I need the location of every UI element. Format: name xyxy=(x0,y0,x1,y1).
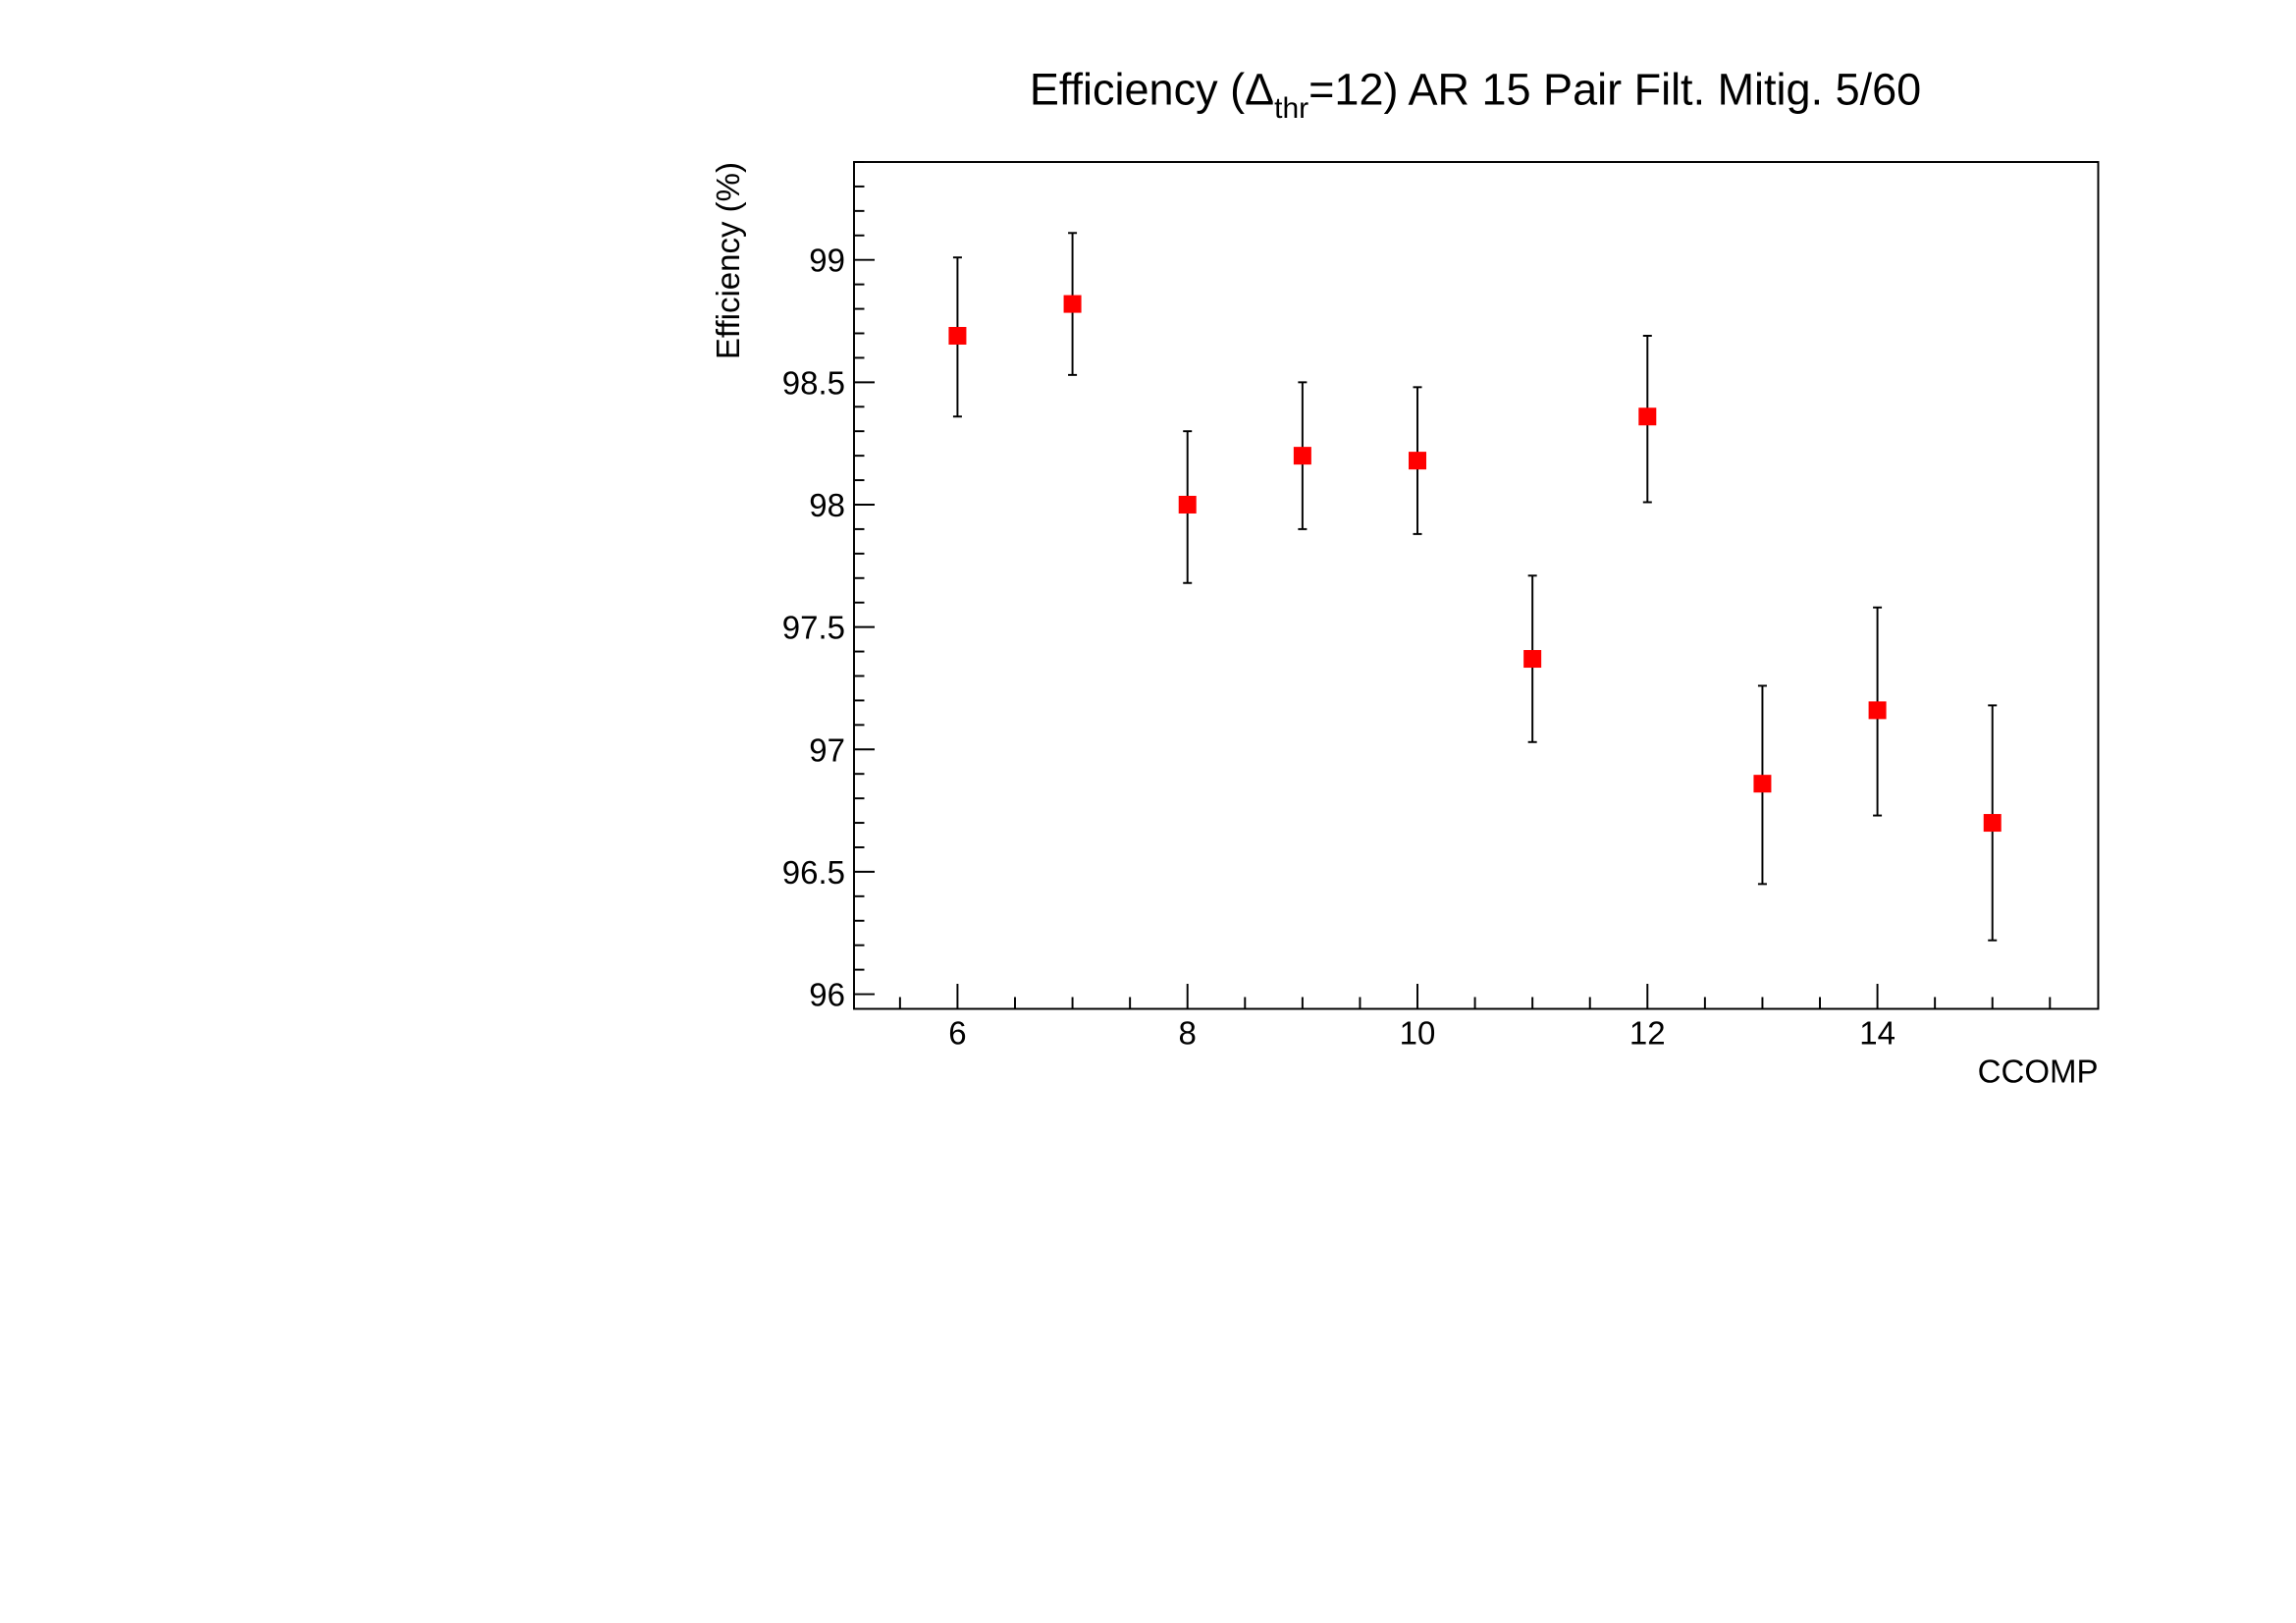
data-point-marker xyxy=(1523,650,1542,669)
data-point-marker xyxy=(948,326,967,345)
y-tick-label: 98 xyxy=(809,487,845,523)
data-point-marker xyxy=(1178,495,1197,514)
chart-title: Efficiency (Δthr=12) AR 15 Pair Filt. Mi… xyxy=(1030,65,1921,126)
data-point-marker xyxy=(1409,452,1427,470)
data-point-marker xyxy=(1868,701,1887,720)
x-tick-label: 12 xyxy=(1629,1015,1666,1052)
axes: 96 96.5 97 97.5 98 98.5 99 6 8 10 12 14 xyxy=(782,161,2052,1052)
y-tick-label: 97.5 xyxy=(782,610,845,646)
x-tick-label: 8 xyxy=(1179,1015,1197,1052)
chart-title-suffix: =12) AR 15 Pair Filt. Mitig. 5/60 xyxy=(1308,65,1921,115)
x-tick-label: 10 xyxy=(1400,1015,1436,1052)
chart-title-subscript: thr xyxy=(1274,92,1308,125)
data-point-marker xyxy=(1293,447,1311,465)
plot-frame xyxy=(853,161,2100,1010)
y-tick-label: 97 xyxy=(809,731,845,768)
data-point-marker xyxy=(1063,295,1082,313)
x-tick-label: 14 xyxy=(1859,1015,1896,1052)
y-tick-label: 99 xyxy=(809,243,845,279)
x-tick-label: 6 xyxy=(948,1015,966,1052)
y-axis-label: Efficiency (%) xyxy=(710,162,746,359)
chart-title-prefix: Efficiency (Δ xyxy=(1030,65,1274,115)
y-tick-label: 96.5 xyxy=(782,854,845,891)
data-point-marker xyxy=(1983,814,2002,833)
data-points xyxy=(948,232,2002,942)
data-point-marker xyxy=(1638,407,1657,426)
y-tick-label: 96 xyxy=(809,977,845,1013)
data-point-marker xyxy=(1753,775,1772,793)
x-axis-label: CCOMP xyxy=(1978,1054,2099,1090)
y-tick-label: 98.5 xyxy=(782,364,845,401)
